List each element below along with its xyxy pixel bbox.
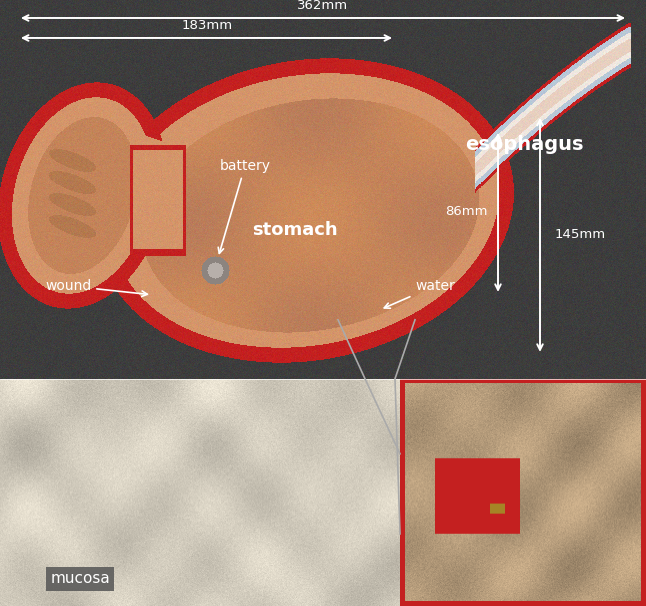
Text: 145mm: 145mm (555, 228, 606, 241)
Text: stomach: stomach (252, 221, 338, 239)
Text: 86mm: 86mm (446, 205, 488, 218)
Text: wound: wound (45, 279, 147, 296)
Text: water: water (384, 279, 455, 308)
Text: 362mm: 362mm (297, 0, 349, 12)
Text: mucosa: mucosa (50, 571, 110, 587)
Text: battery: battery (218, 159, 271, 253)
Text: 183mm: 183mm (182, 19, 233, 32)
Text: esophagus: esophagus (465, 135, 583, 155)
